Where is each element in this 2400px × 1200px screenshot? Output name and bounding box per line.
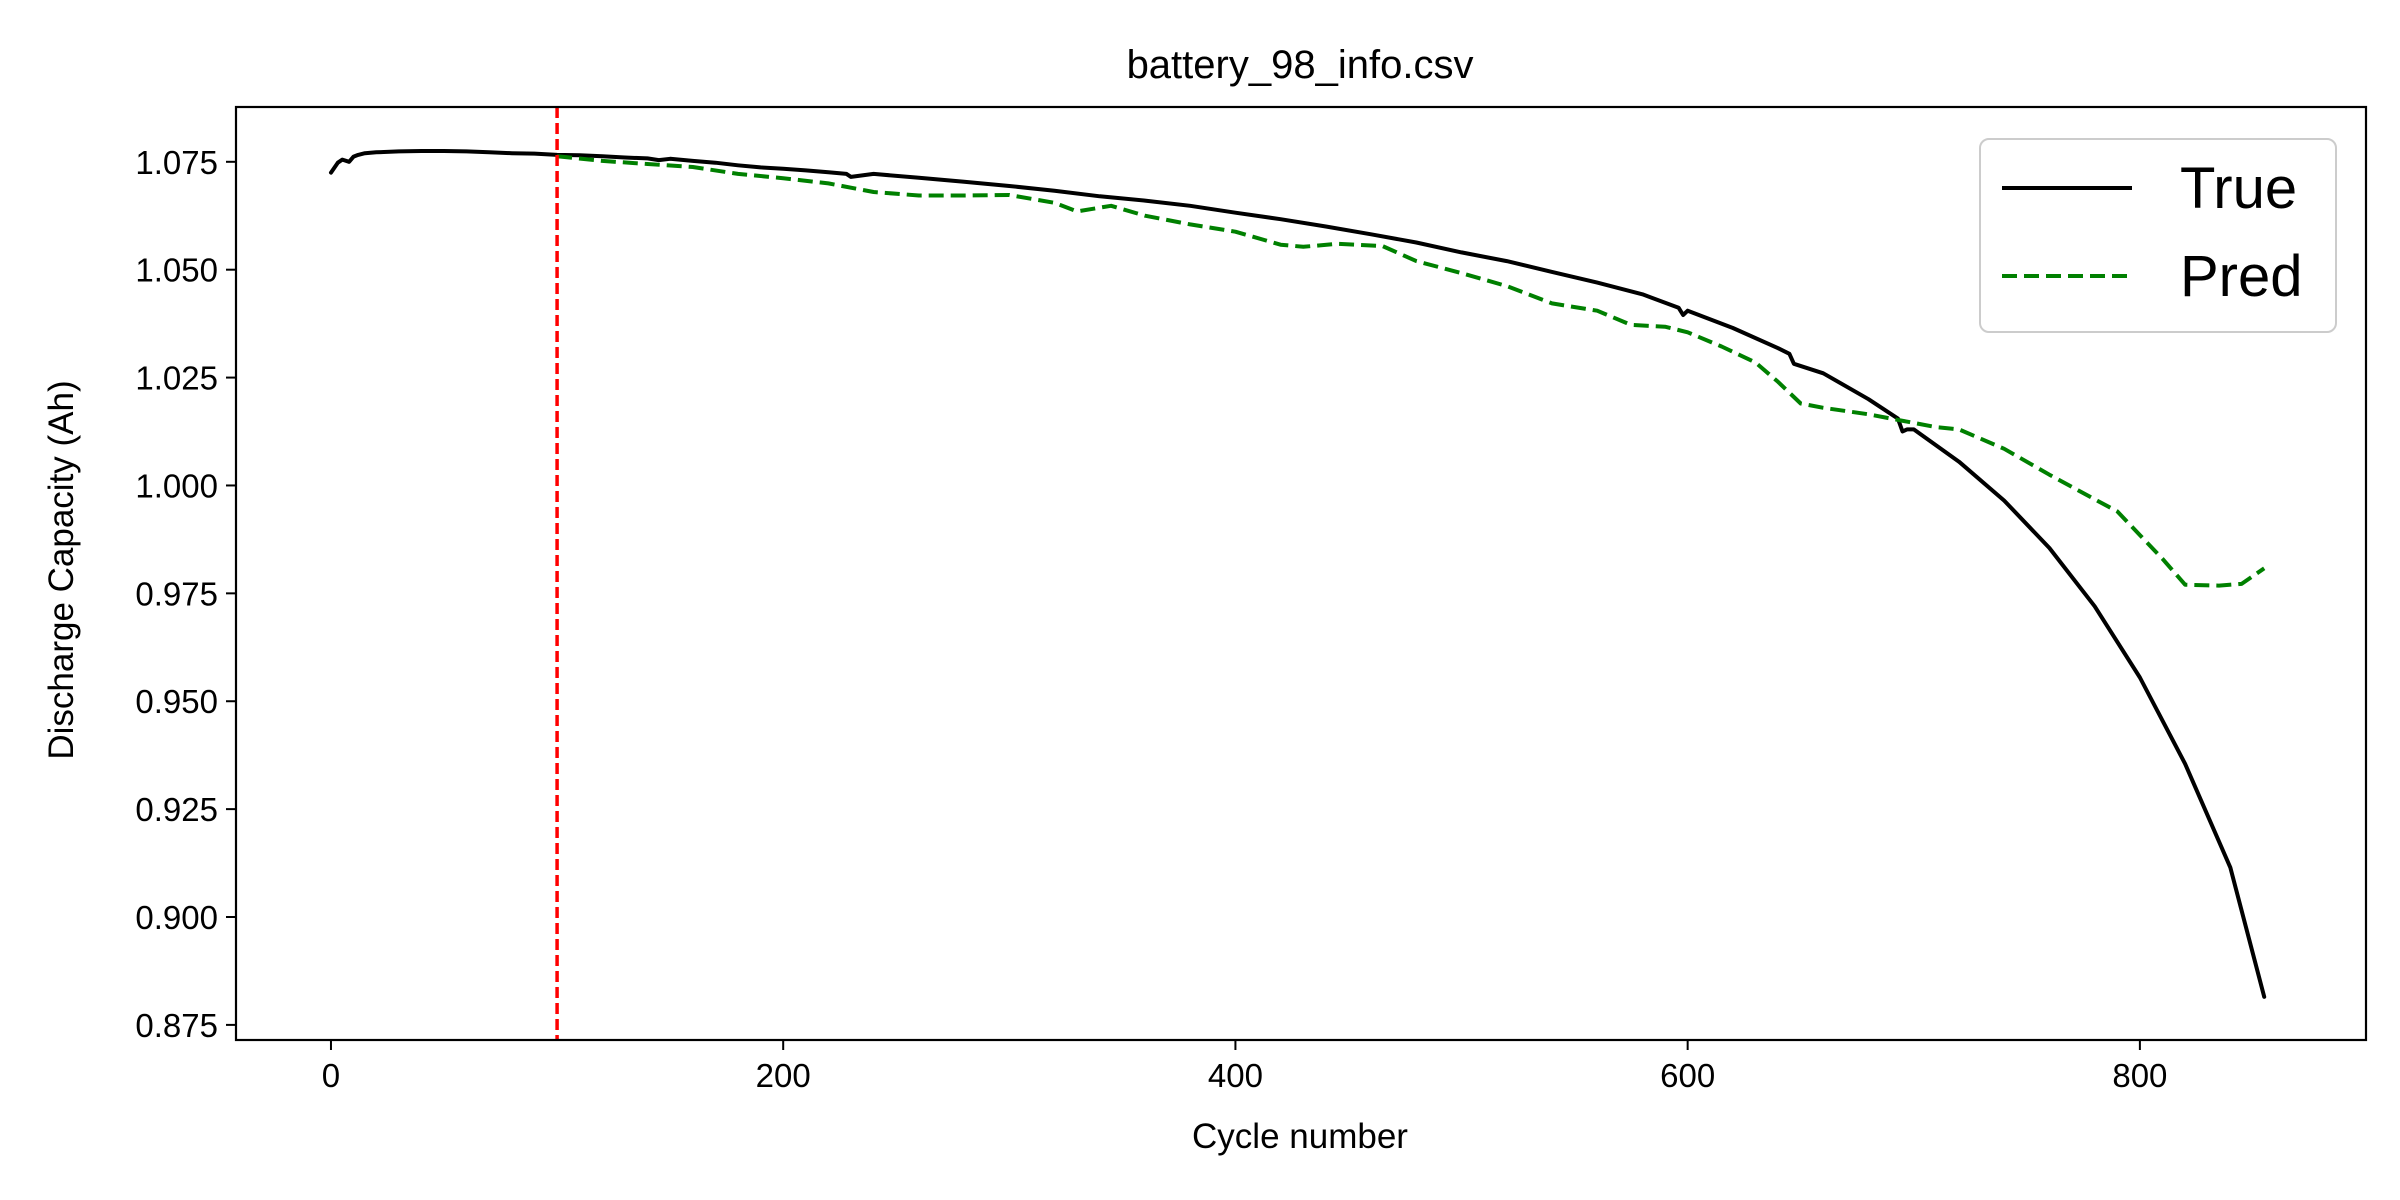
x-tick-label: 200 — [756, 1057, 811, 1094]
y-tick-label: 0.875 — [135, 1007, 218, 1044]
y-tick-label: 0.925 — [135, 791, 218, 828]
series-line-true — [329, 149, 2267, 999]
legend-label-true: True — [2180, 156, 2297, 221]
series-line-pred — [556, 154, 2266, 588]
x-axis-ticks: 0 200 400 600 800 — [322, 1040, 2167, 1094]
x-tick-label: 0 — [322, 1057, 340, 1094]
x-tick-label: 600 — [1660, 1057, 1715, 1094]
chart-title: battery_98_info.csv — [1127, 43, 1474, 87]
legend-label-pred: Pred — [2180, 244, 2303, 309]
y-tick-label: 1.025 — [135, 360, 218, 397]
y-tick-label: 0.950 — [135, 683, 218, 720]
y-tick-label: 1.075 — [135, 144, 218, 181]
legend: True Pred — [1979, 138, 2337, 333]
y-tick-label: 0.975 — [135, 575, 218, 612]
series-layer — [329, 107, 2267, 1040]
x-tick-label: 800 — [2112, 1057, 2167, 1094]
x-tick-label: 400 — [1208, 1057, 1263, 1094]
y-axis-ticks: 0.875 0.900 0.925 0.950 0.975 1.000 1.025 1.050… — [135, 144, 236, 1044]
plot-frame — [234, 105, 2368, 1042]
y-axis-label: Discharge Capacity (Ah) — [42, 380, 81, 759]
y-tick-label: 1.050 — [135, 252, 218, 289]
y-tick-label: 0.900 — [135, 899, 218, 936]
plot-area: 0 200 400 600 800 0.875 0.900 0.925 0.950 0.975 1… — [135, 105, 2368, 1094]
y-tick-label: 1.000 — [135, 467, 218, 504]
x-axis-label: Cycle number — [1192, 1117, 1408, 1156]
